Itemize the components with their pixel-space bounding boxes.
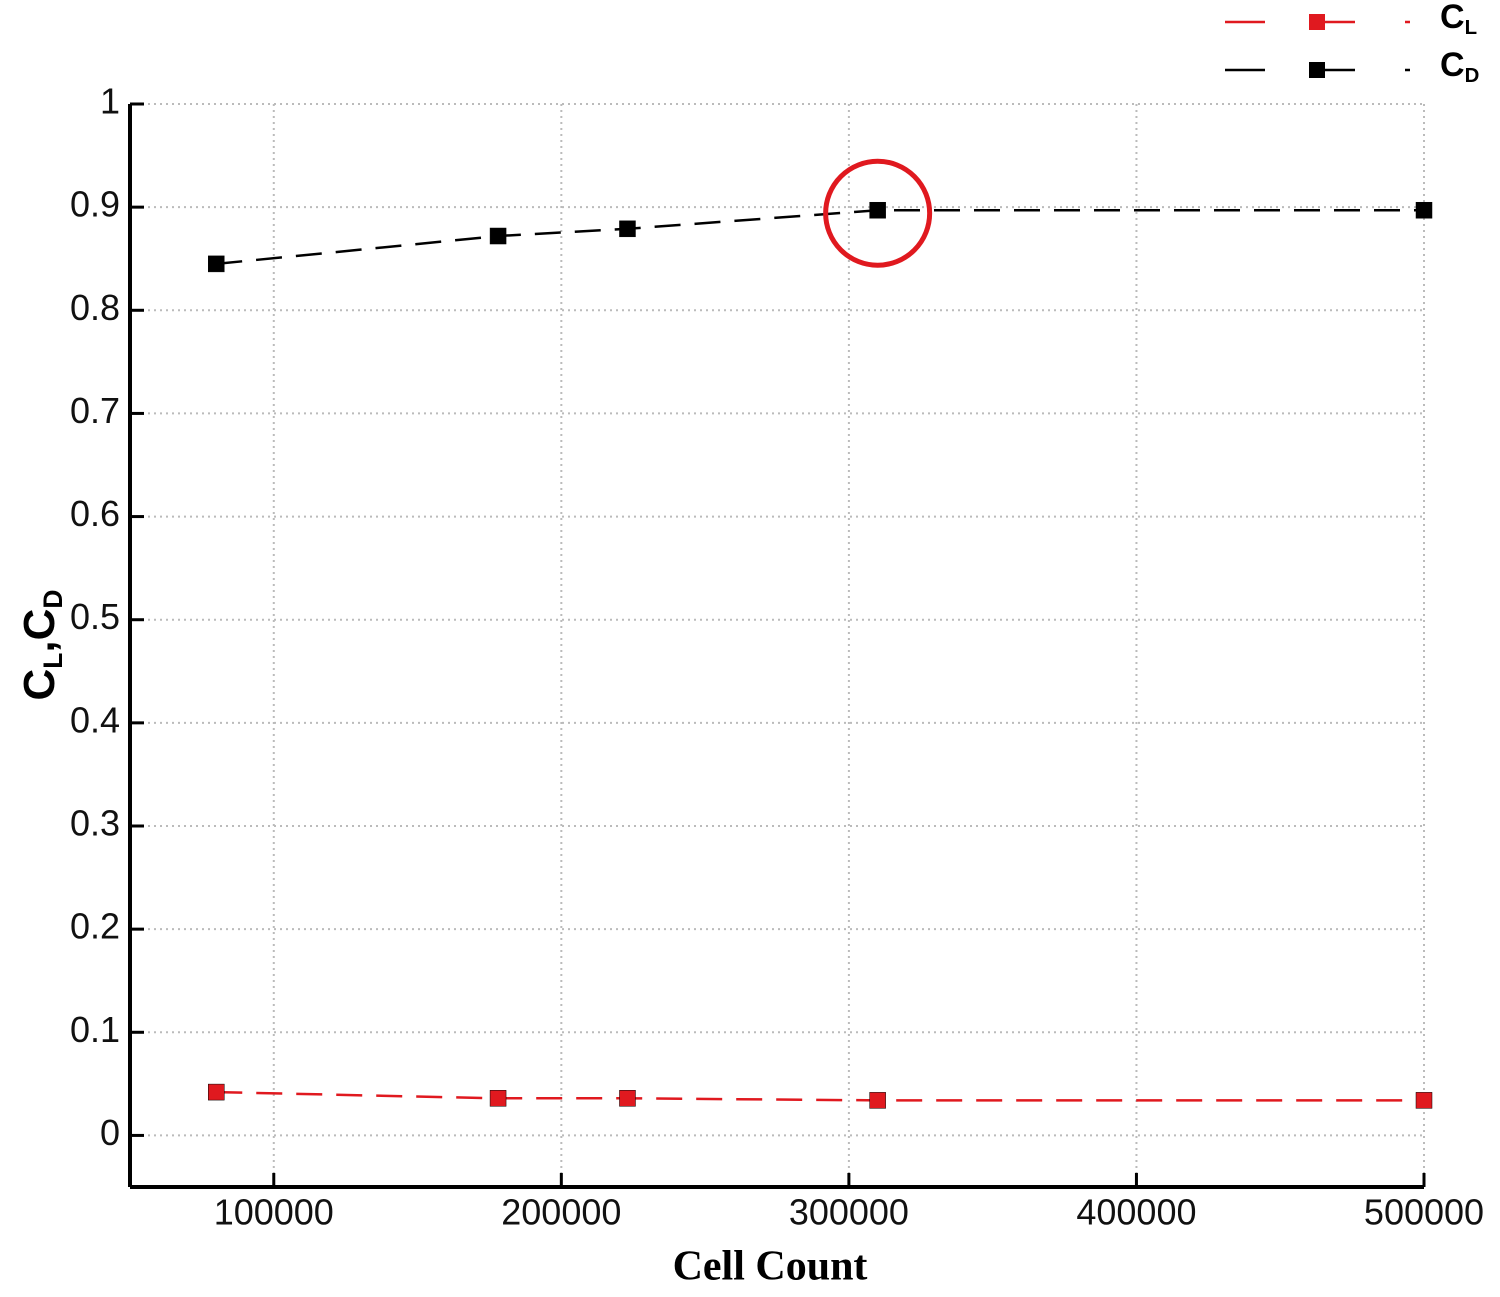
marker (208, 1083, 225, 1101)
x-tick-label: 200000 (501, 1192, 621, 1233)
x-tick-label: 400000 (1076, 1192, 1196, 1233)
legend-marker (1309, 62, 1325, 78)
marker (489, 1090, 507, 1107)
marker (1415, 201, 1433, 219)
y-tick-label: 0.6 (70, 493, 120, 534)
highlight-circle (823, 158, 933, 268)
y-tick-label: 1 (100, 81, 120, 122)
x-tick-label: 300000 (789, 1192, 909, 1233)
y-tick-label: 0.9 (70, 184, 120, 225)
marker (619, 1090, 636, 1107)
y-tick-label: 0.3 (70, 803, 120, 844)
marker (869, 201, 886, 219)
legend-marker (1309, 14, 1325, 30)
x-axis-label: Cell Count (673, 1244, 868, 1290)
marker (869, 1092, 886, 1109)
marker (1415, 1092, 1433, 1109)
y-tick-label: 0.5 (70, 596, 120, 637)
legend-label: CL (1440, 0, 1477, 40)
y-tick-label: 0.2 (70, 906, 120, 947)
marker (619, 220, 636, 238)
y-tick-label: 0.8 (70, 287, 120, 328)
y-tick-label: 0 (100, 1112, 120, 1153)
series-line (216, 1090, 1424, 1102)
marker (489, 227, 507, 245)
x-tick-label: 100000 (214, 1192, 334, 1233)
y-tick-label: 0.1 (70, 1009, 120, 1050)
legend-label: CD (1440, 46, 1479, 88)
x-tick-label: 500000 (1364, 1192, 1484, 1233)
y-axis-label: CL,CD (15, 590, 69, 701)
marker (208, 255, 225, 273)
y-tick-label: 0.4 (70, 699, 120, 740)
y-tick-label: 0.7 (70, 390, 120, 431)
series-line (216, 208, 1424, 266)
